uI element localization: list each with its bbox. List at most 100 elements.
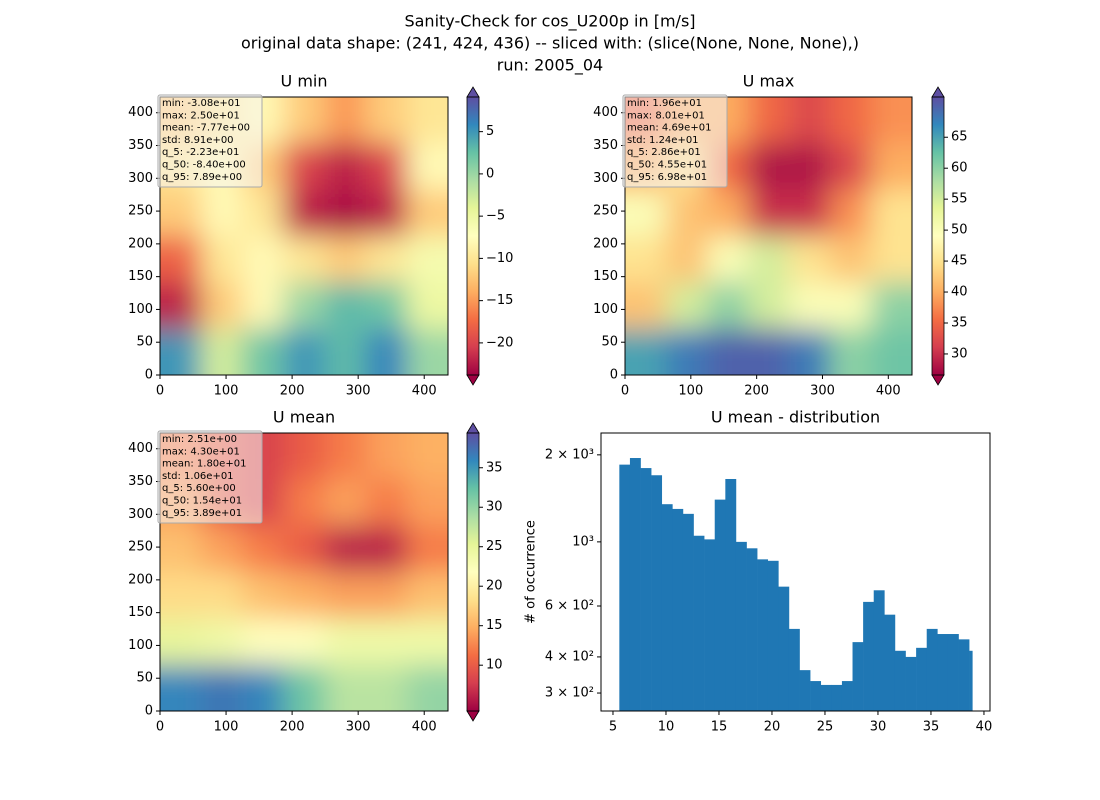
heatmap-cell (406, 189, 448, 237)
y-tick-label: 300 (128, 507, 153, 522)
heatmap-cell (666, 282, 708, 330)
y-tick-label: 350 (128, 138, 153, 153)
histogram-bar (926, 628, 938, 711)
heatmap-cell (365, 97, 408, 144)
colorbar-tick-label: 50 (951, 223, 968, 238)
heatmap-cell (160, 618, 202, 666)
heatmap-cell (242, 664, 284, 711)
y-tick-label: 3 × 10² (545, 686, 594, 701)
axes-frame (600, 432, 991, 712)
heatmap-cell (283, 618, 326, 666)
y-tick-label: 350 (128, 474, 153, 489)
histogram-bar (831, 684, 843, 711)
heatmap-cell (871, 143, 912, 191)
stats-line: mean: 4.69e+01 (627, 123, 711, 134)
stats-line: min: 1.96e+01 (627, 98, 702, 109)
heatmap-cell (283, 664, 326, 711)
y-tick-label: 6 × 10² (545, 599, 594, 614)
heatmap-cell (625, 282, 667, 330)
heatmap-cell (283, 97, 326, 144)
stats-line: std: 1.24e+01 (627, 135, 699, 146)
heatmap-cell (283, 525, 326, 573)
heatmap-cell (871, 282, 912, 330)
heatmap-cell (789, 282, 831, 330)
y-tick-label: 350 (593, 138, 618, 153)
heatmap-cell (406, 433, 448, 480)
heatmap-cell (748, 328, 790, 375)
x-tick-label: 0 (156, 720, 164, 735)
x-tick-label: 10 (658, 720, 675, 735)
heatmap-cell (324, 97, 367, 144)
histogram-bar (852, 642, 864, 711)
colorbar-tick-label: 5 (486, 124, 494, 139)
heatmap-cell (406, 328, 448, 375)
histogram-bar (873, 590, 885, 711)
stats-line: q_5: 2.86e+01 (627, 147, 701, 158)
heatmap-cell (789, 236, 831, 283)
heatmap-cell (201, 282, 243, 330)
y-tick-label: 50 (601, 335, 618, 350)
histogram-bar (704, 539, 716, 711)
histogram-bar (661, 504, 673, 711)
histogram-bar (714, 499, 726, 711)
heatmap-cell (365, 143, 408, 191)
colorbar-tick-label: −15 (486, 293, 513, 308)
heatmap-cell (365, 328, 408, 375)
colorbar-frame (466, 96, 480, 376)
heatmap-cell (365, 572, 408, 619)
colorbar-tick-label: 15 (486, 618, 503, 633)
colorbar-tick-label: 30 (486, 500, 503, 515)
colorbar-tick-label: 35 (486, 460, 503, 475)
x-tick-label: 30 (870, 720, 887, 735)
histogram-bar (619, 464, 631, 711)
colorbar-extend (466, 86, 480, 98)
heatmap-cell (406, 143, 448, 191)
colorbar-frame (931, 96, 945, 376)
heatmap-cell (871, 189, 912, 237)
histogram-bar (916, 647, 928, 711)
heatmap-cell (324, 433, 367, 480)
colorbar-tick-label: −10 (486, 251, 513, 266)
histogram-bar (810, 681, 822, 711)
colorbar-tick-label: 30 (951, 346, 968, 361)
heatmap-cell (666, 236, 708, 283)
heatmap-cell (406, 97, 448, 144)
heatmap-cell (201, 189, 243, 237)
heatmap-cell (406, 664, 448, 711)
histogram-bar (947, 634, 959, 711)
heatmap-cell (666, 328, 708, 375)
axes-title: U mean - distribution (711, 408, 880, 427)
stats-box (157, 430, 263, 524)
y-tick-label: 150 (128, 269, 153, 284)
heatmap-cell (625, 236, 667, 283)
x-tick-label: 200 (280, 384, 305, 399)
suptitle: original data shape: (241, 424, 436) -- … (241, 34, 859, 53)
histogram-bar (905, 656, 917, 711)
colorbar-extend (466, 422, 480, 434)
y-tick-label: 400 (593, 105, 618, 120)
x-tick-label: 400 (412, 384, 437, 399)
heatmap-cell (871, 236, 912, 283)
heatmap-cell (283, 143, 326, 191)
histogram-bar (884, 614, 896, 711)
histogram-bar (735, 541, 747, 711)
x-tick-label: 400 (876, 384, 901, 399)
heatmap-cell (365, 664, 408, 711)
heatmap-cell (201, 664, 243, 711)
heatmap-cell (789, 143, 831, 191)
heatmap-cell (283, 479, 326, 527)
colorbar-tick-label: 40 (951, 285, 968, 300)
stats-line: q_95: 3.89e+01 (162, 508, 242, 519)
x-tick-label: 35 (923, 720, 940, 735)
y-tick-label: 200 (593, 236, 618, 251)
heatmap-cell (242, 618, 284, 666)
heatmap-cell (242, 572, 284, 619)
heatmap-cell (201, 525, 243, 573)
y-tick-label: 200 (128, 572, 153, 587)
heatmap-cell (830, 236, 872, 283)
heatmap-cell (324, 572, 367, 619)
stats-line: mean: 1.80e+01 (162, 459, 246, 470)
heatmap-cell (406, 479, 448, 527)
x-tick-label: 100 (214, 384, 239, 399)
